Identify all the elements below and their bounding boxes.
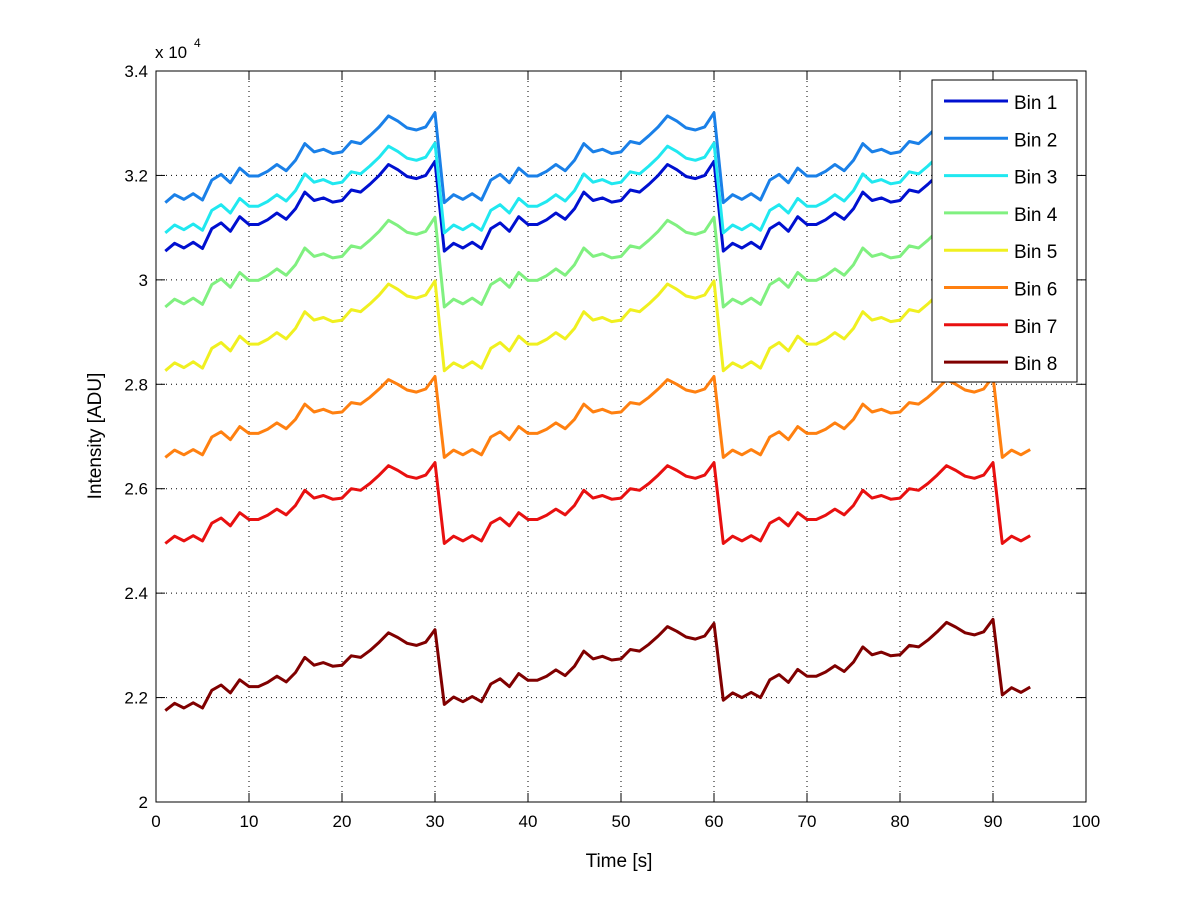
x-tick-label: 80 xyxy=(891,812,910,831)
y-tick-label: 2.4 xyxy=(124,584,148,603)
grid xyxy=(156,71,1086,802)
y-tick-label: 2.2 xyxy=(124,689,148,708)
x-tick-label: 0 xyxy=(151,812,160,831)
legend-label: Bin 4 xyxy=(1014,205,1058,226)
y-axis-label: Intensity [ADU] xyxy=(85,373,106,500)
x-tick-label: 20 xyxy=(333,812,352,831)
legend: Bin 1 Bin 2 Bin 3 Bin 4 Bin 5 Bin 6 Bin 7 Bin 8 xyxy=(931,79,1078,383)
y-tick-label: 3.4 xyxy=(124,62,148,81)
legend-label: Bin 8 xyxy=(1014,354,1057,375)
legend-label: Bin 5 xyxy=(1014,242,1057,263)
y-tick-label: 3.2 xyxy=(124,166,148,185)
series-line-bin-3 xyxy=(164,141,1031,235)
legend-label: Bin 1 xyxy=(1014,93,1057,114)
y-tick-label: 2.8 xyxy=(124,375,148,394)
series-lines xyxy=(164,111,1031,712)
legend-label: Bin 3 xyxy=(1014,168,1057,189)
series-line-bin-7 xyxy=(164,461,1031,545)
x-tick-label: 50 xyxy=(612,812,631,831)
series-line-bin-8 xyxy=(164,617,1031,712)
x-tick-label: 30 xyxy=(426,812,445,831)
y-tick-label: 2 xyxy=(139,793,148,812)
series-line-bin-4 xyxy=(164,215,1031,309)
y-tick-label: 2.6 xyxy=(124,480,148,499)
axis-ticks: 0 10 20 30 40 50 60 70 80 90 100 2 2.2 2.4 2.6 2.8 3 3.2 3… xyxy=(124,62,1100,831)
x-tick-label: 100 xyxy=(1072,812,1100,831)
x-tick-label: 70 xyxy=(798,812,817,831)
x-axis-label: Time [s] xyxy=(586,851,653,872)
series-line-bin-5 xyxy=(164,279,1031,373)
x-tick-label: 40 xyxy=(519,812,538,831)
x-tick-label: 60 xyxy=(705,812,724,831)
legend-label: Bin 2 xyxy=(1014,130,1057,151)
y-tick-label: 3 xyxy=(139,271,148,290)
series-line-bin-1 xyxy=(164,159,1031,253)
x-tick-label: 10 xyxy=(240,812,259,831)
legend-box xyxy=(931,79,1078,383)
y-exponent-power: 4 xyxy=(194,36,201,50)
series-line-bin-2 xyxy=(164,111,1031,205)
legend-label: Bin 6 xyxy=(1014,280,1057,301)
y-exponent-base: x 10 xyxy=(155,43,187,62)
series-line-bin-6 xyxy=(164,375,1031,459)
legend-label: Bin 7 xyxy=(1014,317,1057,338)
x-tick-label: 90 xyxy=(984,812,1003,831)
